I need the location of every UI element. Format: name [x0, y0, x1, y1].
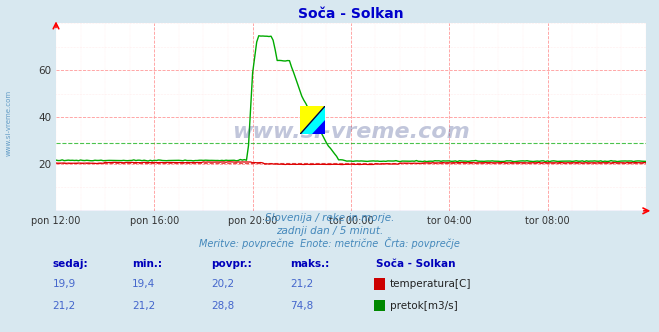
Text: sedaj:: sedaj:: [53, 259, 88, 269]
Title: Soča - Solkan: Soča - Solkan: [298, 7, 404, 21]
Text: temperatura[C]: temperatura[C]: [390, 279, 472, 289]
Text: www.si-vreme.com: www.si-vreme.com: [232, 122, 470, 142]
Text: 19,9: 19,9: [53, 279, 76, 289]
Text: 19,4: 19,4: [132, 279, 155, 289]
Polygon shape: [300, 106, 325, 134]
Polygon shape: [312, 121, 325, 134]
Text: Meritve: povprečne  Enote: metrične  Črta: povprečje: Meritve: povprečne Enote: metrične Črta:…: [199, 237, 460, 249]
Text: www.si-vreme.com: www.si-vreme.com: [5, 90, 12, 156]
Text: 21,2: 21,2: [132, 301, 155, 311]
Text: 21,2: 21,2: [53, 301, 76, 311]
Text: 28,8: 28,8: [211, 301, 234, 311]
Text: maks.:: maks.:: [290, 259, 330, 269]
Text: Soča - Solkan: Soča - Solkan: [376, 259, 455, 269]
Text: 74,8: 74,8: [290, 301, 313, 311]
Text: Slovenija / reke in morje.: Slovenija / reke in morje.: [265, 213, 394, 223]
Text: povpr.:: povpr.:: [211, 259, 252, 269]
Polygon shape: [300, 106, 325, 134]
Text: min.:: min.:: [132, 259, 162, 269]
Text: 20,2: 20,2: [211, 279, 234, 289]
Text: zadnji dan / 5 minut.: zadnji dan / 5 minut.: [276, 226, 383, 236]
Text: pretok[m3/s]: pretok[m3/s]: [390, 301, 458, 311]
Text: 21,2: 21,2: [290, 279, 313, 289]
